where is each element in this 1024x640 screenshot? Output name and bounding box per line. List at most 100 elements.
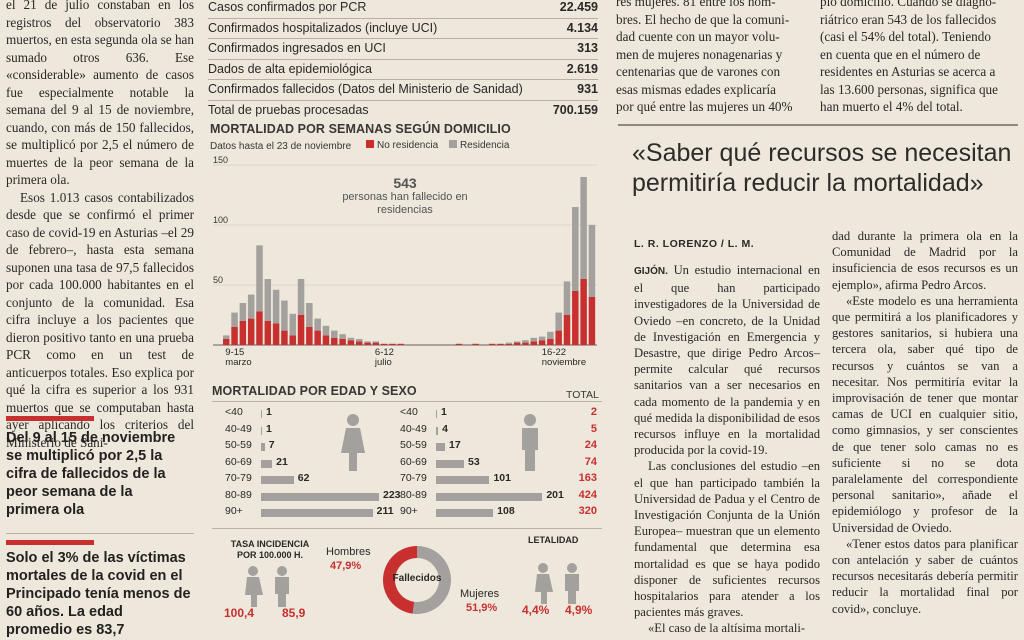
stats-label: Confirmados fallecidos (Datos del Minist… — [208, 82, 523, 96]
age-bar-men — [436, 443, 445, 451]
age-sex-rule — [212, 401, 602, 402]
man-icon — [522, 414, 538, 471]
bar-residencia — [231, 312, 238, 327]
age-row-women: 60-69 21 — [225, 456, 395, 472]
article-headline: «Saber qué recursos se necesitan permiti… — [632, 139, 1012, 197]
bar-no-residencia — [472, 343, 479, 345]
age-value-women: 1 — [266, 422, 272, 435]
bar-no-residencia — [555, 330, 562, 345]
y-tick-label: 50 — [213, 275, 223, 285]
age-row-women: <40 1 — [225, 406, 395, 422]
bar-no-residencia — [522, 342, 529, 345]
bar-no-residencia — [530, 341, 537, 345]
bar-no-residencia — [256, 311, 263, 345]
age-bar-women — [261, 509, 373, 517]
stats-label: Casos confirmados por PCR — [208, 0, 367, 14]
article-col1-p3: «El caso de la altísima mortali- — [648, 621, 806, 636]
age-men-bars: <40 1 40-49 4 50-59 17 60-69 53 70-79 101 80-89 201… — [400, 406, 570, 526]
stats-value: 313 — [577, 41, 598, 55]
age-total-value: 424 — [578, 488, 597, 501]
deaths-sex-donut — [383, 546, 451, 614]
lethality-men-value: 4,9% — [565, 603, 593, 617]
bar-no-residencia — [264, 321, 272, 345]
right-top-line: en cuenta que en el número de — [820, 46, 981, 62]
stats-row: Confirmados hospitalizados (incluye UCI)… — [208, 19, 598, 39]
article-city: GIJÓN. — [634, 266, 668, 277]
age-total-value: 24 — [584, 439, 597, 451]
age-label: 80-89 — [400, 488, 427, 501]
bar-no-residencia — [247, 318, 255, 345]
bar-no-residencia — [488, 343, 496, 345]
bar-no-residencia — [588, 297, 596, 345]
age-label: 40-49 — [225, 422, 252, 435]
age-bar-women — [261, 410, 262, 418]
incidence-title-l2: POR 100.000 H. — [236, 550, 304, 560]
lethality-title: LETALIDAD — [528, 535, 579, 545]
lethality-figures-icon — [535, 563, 579, 604]
mid-top-line: res mujeres. 81 entre los hom- — [616, 0, 776, 9]
total-header: TOTAL — [566, 389, 599, 401]
bar-residencia — [239, 303, 247, 321]
age-women-bars: <40 1 40-49 1 50-59 7 60-69 21 70-79 62 80-89 223 90… — [225, 406, 401, 526]
bar-residencia — [272, 289, 280, 324]
age-value-women: 62 — [297, 472, 310, 484]
age-row-women: 80-89 223 — [225, 489, 401, 505]
bar-no-residencia — [289, 335, 296, 345]
weekly-chart-legend: No residencia Residencia — [366, 140, 509, 151]
incidence-men-value: 85,9 — [282, 606, 306, 620]
age-label: 90+ — [225, 505, 243, 517]
age-value-men: 201 — [546, 488, 564, 501]
bar-residencia — [522, 340, 529, 343]
bar-no-residencia — [297, 315, 305, 345]
age-bar-men — [436, 492, 543, 501]
incidence-title-l1: TASA INCIDENCIA — [230, 539, 310, 549]
stats-row: Casos confirmados por PCR 22.459 — [208, 0, 598, 19]
donut-slice-mujeres — [412, 546, 451, 614]
bar-no-residencia — [239, 321, 247, 345]
bar-residencia — [247, 294, 255, 319]
men-share-label: Hombres — [326, 546, 371, 558]
article-col2-p2: «Este modelo es una herramienta que perm… — [832, 293, 1018, 535]
weekly-chart-subtitle: Datos hasta el 23 de noviembre — [210, 141, 352, 152]
age-bar-men — [436, 410, 437, 418]
stats-label: Confirmados hospitalizados (incluye UCI) — [208, 20, 438, 35]
age-value-women: 211 — [376, 505, 394, 517]
bar-residencia — [331, 330, 338, 338]
bar-no-residencia — [306, 327, 313, 345]
bar-no-residencia — [455, 343, 463, 345]
age-bar-women — [261, 459, 273, 468]
age-bar-men — [436, 509, 494, 517]
age-bar-women — [261, 426, 262, 435]
bar-residencia — [322, 325, 330, 336]
bar-no-residencia — [223, 339, 230, 345]
mid-top-line: bres. El hecho de que la comuni- — [616, 11, 790, 27]
bar-residencia — [513, 341, 521, 343]
bar-no-residencia — [505, 343, 513, 345]
bar-residencia — [588, 225, 596, 297]
women-share-value: 51,9% — [466, 602, 498, 614]
age-row-men: 40-49 4 — [400, 423, 570, 439]
bar-no-residencia — [572, 291, 579, 345]
right-top-line: (casi el 54% del total). Teniendo — [820, 29, 991, 44]
pull-quote-2: Solo el 3% de las víctimas mortales de l… — [6, 550, 191, 638]
bar-residencia — [281, 300, 288, 331]
bar-no-residencia — [397, 343, 405, 345]
donut-center-label: Fallecidos — [392, 573, 442, 584]
age-row-men: 60-69 53 — [400, 456, 570, 472]
age-bar-women — [261, 443, 265, 451]
left-paragraph-1: el 21 de julio constaban en los registro… — [6, 0, 194, 187]
age-value-women: 21 — [276, 455, 288, 468]
stats-row: Total de pruebas procesadas 700.159 — [208, 101, 598, 121]
age-label: 70-79 — [225, 472, 252, 484]
x-tick-label: 16-22 — [542, 347, 566, 358]
stats-table: Casos confirmados por PCR 22.459 Confirma… — [208, 0, 598, 120]
age-row-men: 50-59 17 — [400, 439, 570, 455]
age-value-women: 223 — [383, 488, 401, 501]
age-label: <40 — [225, 406, 243, 418]
age-label: 90+ — [400, 505, 418, 517]
stats-label: Dados de alta epidemiológica — [208, 61, 372, 76]
bar-residencia — [264, 279, 272, 321]
age-total-value: 2 — [590, 406, 597, 418]
bar-residencia — [538, 336, 546, 341]
right-top-line: las 13.600 personas, significa que — [820, 81, 998, 97]
